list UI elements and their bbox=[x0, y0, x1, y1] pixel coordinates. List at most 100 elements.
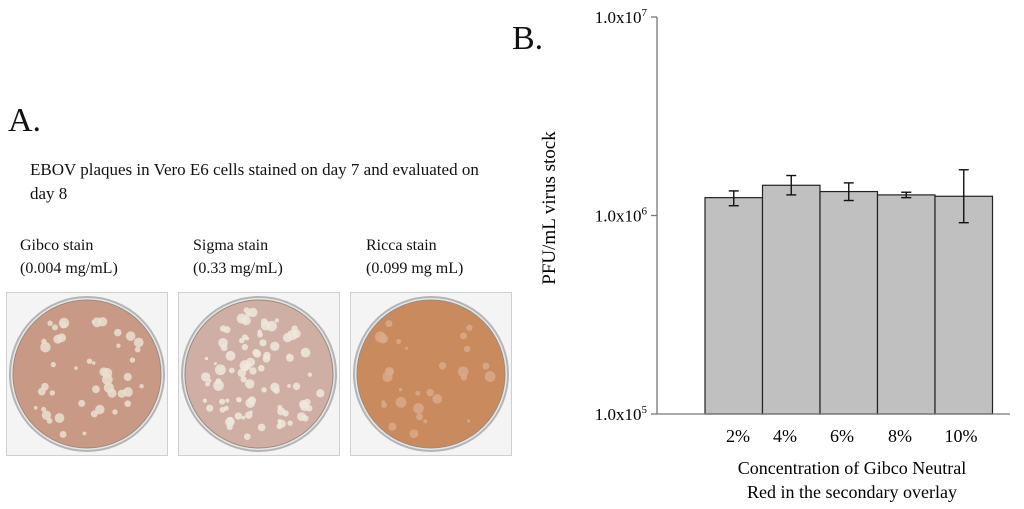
plaque bbox=[270, 382, 280, 392]
plaque bbox=[225, 398, 230, 403]
plaque bbox=[438, 362, 447, 370]
plaque bbox=[37, 387, 46, 396]
plaque bbox=[86, 358, 93, 364]
plate-sigma-name: Sigma stain bbox=[193, 237, 269, 254]
plaque bbox=[374, 331, 386, 343]
bar-2 bbox=[761, 184, 821, 415]
x-axis-label-line-1: Concentration of Gibco Neutral bbox=[738, 458, 966, 478]
plaque bbox=[92, 385, 100, 394]
bar-5 bbox=[934, 195, 994, 415]
plaque bbox=[415, 390, 421, 396]
plaque bbox=[388, 422, 397, 431]
plaque bbox=[484, 371, 496, 382]
plaque bbox=[54, 413, 65, 423]
plaque bbox=[416, 413, 424, 421]
plaque bbox=[139, 383, 144, 389]
plaque bbox=[59, 321, 67, 329]
plaque bbox=[123, 372, 132, 381]
y-axis: 1.0x105 1.0x106 1.0x107 bbox=[595, 7, 658, 424]
x-tick-label: 6% bbox=[830, 426, 854, 446]
dish-edge bbox=[12, 299, 162, 449]
bar-3 bbox=[819, 190, 879, 415]
plaque bbox=[243, 307, 250, 314]
error-bar-5 bbox=[958, 169, 969, 224]
plaque bbox=[277, 419, 286, 428]
plaque bbox=[57, 333, 67, 343]
plaque bbox=[129, 357, 136, 363]
plaque bbox=[423, 419, 428, 424]
plaque bbox=[40, 342, 51, 353]
plaque bbox=[307, 372, 313, 377]
plaque bbox=[95, 404, 105, 415]
plaque bbox=[237, 398, 242, 403]
plaque bbox=[49, 390, 56, 396]
plaque bbox=[426, 388, 434, 397]
plaque bbox=[286, 353, 292, 358]
petri-dish-ricca bbox=[353, 296, 509, 452]
plaque bbox=[204, 356, 209, 361]
plaque bbox=[46, 418, 53, 424]
plaque bbox=[225, 417, 235, 427]
plaque bbox=[239, 360, 251, 371]
plaque bbox=[202, 398, 208, 403]
plaque bbox=[125, 331, 136, 341]
plate-gibco-name: Gibco stain bbox=[20, 237, 94, 254]
plaque bbox=[214, 364, 226, 376]
plaque bbox=[257, 364, 265, 372]
plaque bbox=[124, 400, 132, 408]
plaque bbox=[91, 361, 96, 365]
plaque bbox=[244, 379, 255, 389]
plaque bbox=[259, 339, 267, 347]
x-tick-label: 8% bbox=[888, 426, 912, 446]
plaque bbox=[385, 320, 393, 328]
plaque bbox=[51, 324, 58, 331]
plaque bbox=[291, 329, 301, 339]
plaque bbox=[41, 406, 47, 412]
plaque bbox=[50, 361, 56, 368]
plaque bbox=[260, 318, 268, 326]
plaque bbox=[219, 325, 227, 332]
bar-4 bbox=[876, 194, 936, 415]
plaque bbox=[395, 396, 407, 408]
plaque bbox=[90, 410, 98, 418]
panel-a-caption: EBOV plaques in Vero E6 cells stained on… bbox=[30, 160, 479, 203]
plaque bbox=[398, 387, 403, 392]
x-tick-label: 2% bbox=[726, 426, 750, 446]
plaque bbox=[219, 398, 226, 405]
plate-sigma-conc: (0.33 mg/mL) bbox=[193, 260, 283, 277]
x-tick-label: 10% bbox=[945, 426, 978, 446]
plaque bbox=[241, 334, 248, 341]
plaque bbox=[300, 347, 311, 358]
plaque bbox=[200, 372, 211, 382]
plaque bbox=[261, 387, 267, 393]
plaque bbox=[59, 431, 67, 438]
plaque bbox=[241, 415, 246, 420]
plaque bbox=[240, 376, 247, 383]
x-axis: 2% 4% 6% 8% 10% bbox=[657, 413, 1010, 446]
plaque bbox=[219, 406, 226, 413]
bar-1 bbox=[704, 197, 764, 415]
plaque bbox=[287, 383, 291, 388]
plaque bbox=[277, 407, 286, 416]
plaque bbox=[97, 317, 108, 327]
plate-ricca-conc: (0.099 mg mL) bbox=[366, 260, 464, 277]
plaque bbox=[208, 379, 212, 383]
plaque bbox=[302, 415, 309, 422]
bars bbox=[704, 169, 994, 415]
plaque bbox=[457, 366, 469, 378]
plaque bbox=[133, 337, 144, 348]
plaque bbox=[220, 344, 228, 352]
dish-monolayer bbox=[357, 300, 505, 448]
plaque bbox=[381, 402, 388, 409]
plaque bbox=[78, 399, 86, 407]
plate-ricca-name: Ricca stain bbox=[366, 237, 437, 254]
dish-edge bbox=[356, 299, 506, 449]
plaque bbox=[413, 403, 424, 414]
plate-gibco-photo bbox=[6, 292, 168, 456]
petri-dish-gibco bbox=[9, 296, 165, 452]
plaque bbox=[396, 338, 402, 345]
error-bar-3 bbox=[843, 182, 854, 202]
plaque bbox=[299, 401, 310, 411]
plaque bbox=[287, 420, 293, 426]
plaque bbox=[482, 362, 490, 370]
